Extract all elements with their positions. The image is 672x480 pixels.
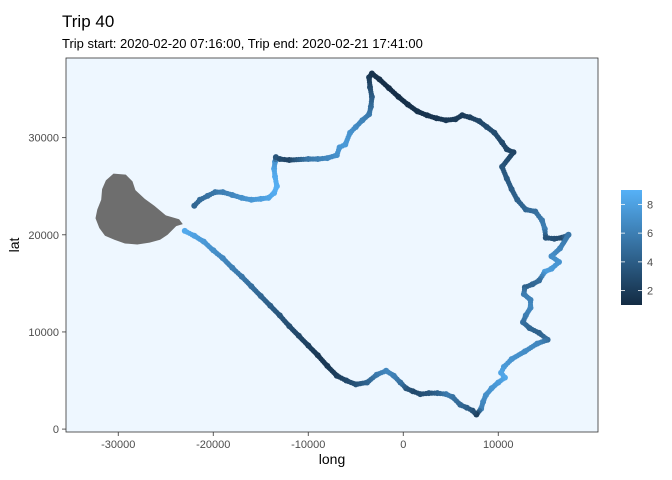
x-tick-label: -20000 (196, 439, 230, 451)
y-axis: 0 10000 20000 30000 (28, 133, 66, 436)
y-axis-label: lat (6, 238, 22, 253)
y-tick-label: 20000 (28, 230, 59, 242)
y-tick-label: 10000 (28, 327, 59, 339)
legend-tick-label: 6 (647, 228, 653, 240)
x-axis: -30000 -20000 -10000 0 10000 (101, 432, 514, 451)
x-tick-label: 0 (400, 439, 406, 451)
chart-title: Trip 40 (62, 12, 114, 31)
track-point (181, 227, 188, 234)
legend-colorbar (621, 190, 642, 305)
x-tick-label: -10000 (291, 439, 325, 451)
chart-subtitle: Trip start: 2020-02-20 07:16:00, Trip en… (62, 36, 423, 51)
y-tick-label: 0 (53, 424, 59, 436)
legend-tick-label: 4 (647, 257, 653, 269)
y-tick-label: 30000 (28, 133, 59, 145)
island-landmass (95, 173, 183, 245)
legend-tick-label: 2 (647, 286, 653, 298)
x-tick-label: 10000 (483, 439, 514, 451)
color-legend: 2 4 6 8 (621, 190, 653, 305)
legend-tick-label: 8 (647, 199, 653, 211)
x-axis-label: long (319, 451, 345, 467)
x-tick-label: -30000 (101, 439, 135, 451)
track-points (181, 70, 572, 418)
plot-panel (65, 57, 599, 433)
